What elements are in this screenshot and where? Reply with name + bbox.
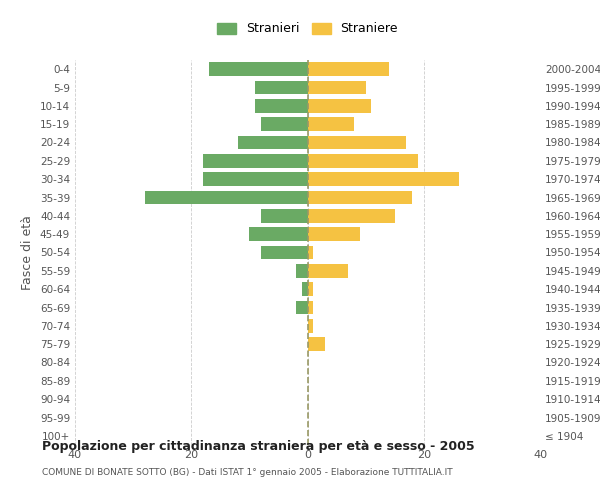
- Bar: [308, 209, 395, 222]
- Bar: [296, 300, 308, 314]
- Bar: [308, 172, 458, 186]
- Bar: [308, 118, 354, 131]
- Bar: [308, 136, 406, 149]
- Bar: [308, 264, 348, 278]
- Bar: [308, 80, 365, 94]
- Bar: [308, 99, 371, 112]
- Bar: [308, 300, 313, 314]
- Bar: [308, 246, 313, 260]
- Bar: [261, 246, 308, 260]
- Bar: [209, 62, 308, 76]
- Bar: [308, 338, 325, 351]
- Bar: [296, 264, 308, 278]
- Y-axis label: Fasce di età: Fasce di età: [22, 215, 34, 290]
- Bar: [203, 172, 308, 186]
- Bar: [203, 154, 308, 168]
- Text: Popolazione per cittadinanza straniera per età e sesso - 2005: Popolazione per cittadinanza straniera p…: [42, 440, 475, 453]
- Bar: [308, 228, 360, 241]
- Bar: [308, 319, 313, 332]
- Legend: Stranieri, Straniere: Stranieri, Straniere: [211, 16, 404, 42]
- Bar: [308, 154, 418, 168]
- Bar: [145, 190, 308, 204]
- Bar: [238, 136, 308, 149]
- Bar: [255, 80, 308, 94]
- Bar: [255, 99, 308, 112]
- Bar: [308, 282, 313, 296]
- Bar: [250, 228, 308, 241]
- Bar: [302, 282, 308, 296]
- Bar: [261, 118, 308, 131]
- Text: COMUNE DI BONATE SOTTO (BG) - Dati ISTAT 1° gennaio 2005 - Elaborazione TUTTITAL: COMUNE DI BONATE SOTTO (BG) - Dati ISTAT…: [42, 468, 452, 477]
- Bar: [308, 190, 412, 204]
- Bar: [261, 209, 308, 222]
- Bar: [308, 62, 389, 76]
